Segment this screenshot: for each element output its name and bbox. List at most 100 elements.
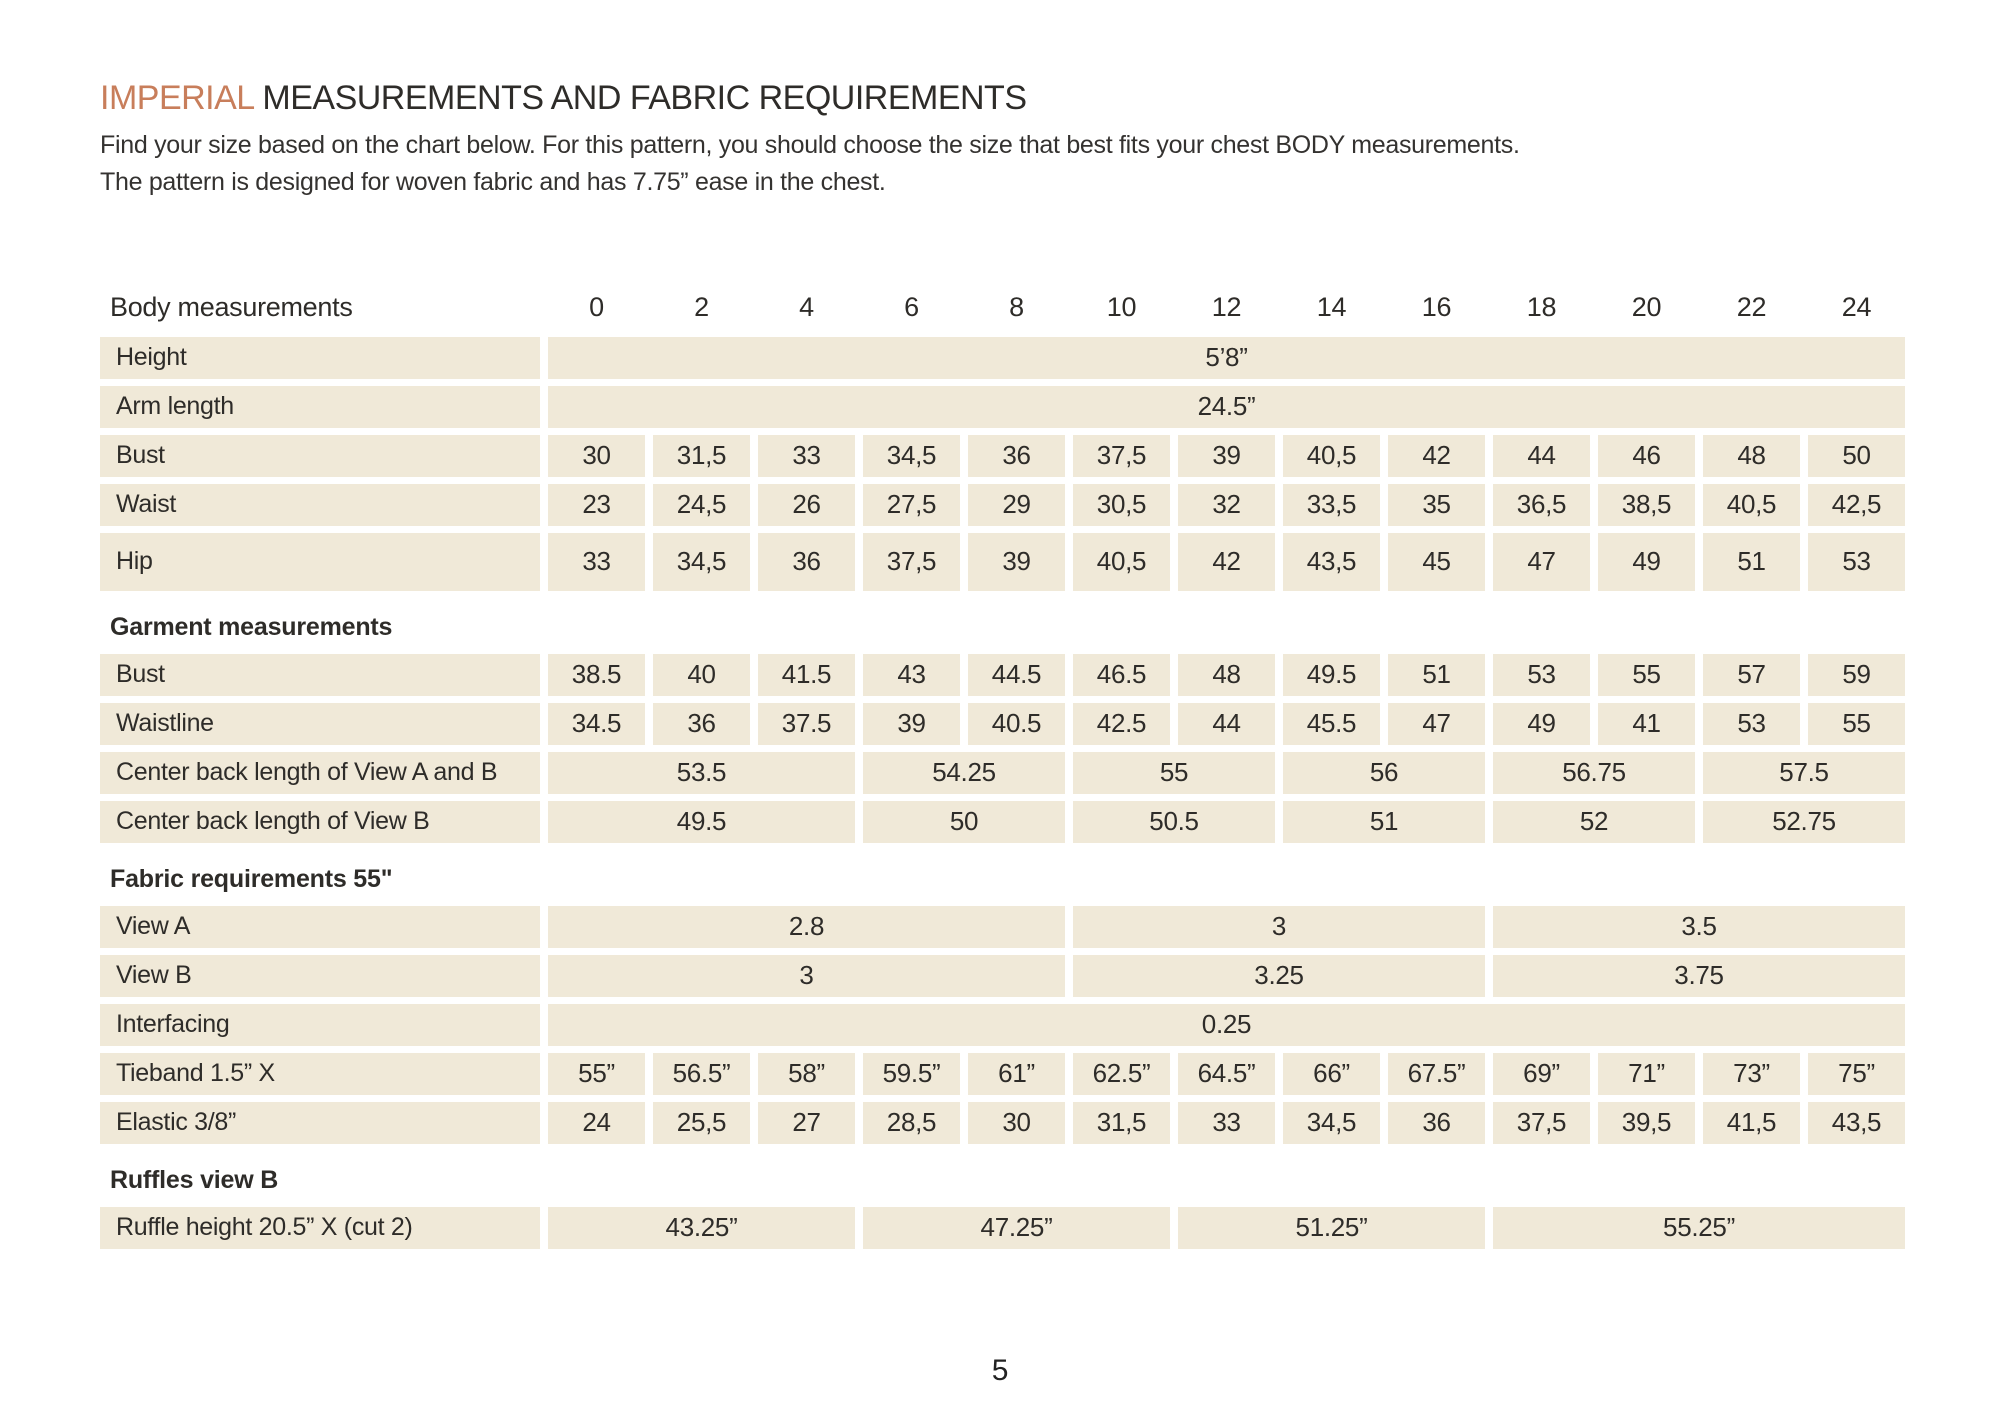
value-cell: 53: [1703, 702, 1800, 745]
row-label: Interfacing: [100, 1003, 540, 1046]
page-number: 5: [991, 1354, 1009, 1387]
table-row: Height 5’8”: [100, 336, 1905, 379]
value-cell: 50: [1808, 434, 1905, 477]
table-row: Arm length 24.5”: [100, 385, 1905, 428]
value-cell: 53.5: [548, 751, 855, 794]
size-column-header: 18: [1526, 292, 1557, 323]
value-cell: 33: [758, 434, 855, 477]
table-header-row: Body measurements 0 2 4 6 8 10 12 14 16 18 20 22 24: [100, 288, 1905, 328]
value-cell: 56.5”: [653, 1052, 750, 1095]
value-cell: 39: [1178, 434, 1275, 477]
value-cell: 24: [548, 1101, 645, 1144]
table-row: Waistline 34.5 36 37.5 39 40.5 42.5 44 45.5 47 49 4…: [100, 702, 1905, 745]
size-column-header: 16: [1421, 292, 1452, 323]
value-cell: 37,5: [1073, 434, 1170, 477]
value-cell: 37,5: [1493, 1101, 1590, 1144]
value-cell: 3.25: [1073, 954, 1485, 997]
value-cell: 51: [1283, 800, 1485, 843]
row-label: Hip: [100, 532, 540, 591]
size-column-header: 14: [1316, 292, 1347, 323]
row-label: View A: [100, 905, 540, 948]
value-cell: 39: [968, 532, 1065, 591]
value-cell: 50.5: [1073, 800, 1275, 843]
value-cell: 33: [548, 532, 645, 591]
value-cell: 56: [1283, 751, 1485, 794]
value-cell: 36: [968, 434, 1065, 477]
row-label: Bust: [100, 434, 540, 477]
value-cell: 3.75: [1493, 954, 1905, 997]
size-column-header: 22: [1736, 292, 1767, 323]
value-cell: 51: [1388, 653, 1485, 696]
value-cell: 55”: [548, 1052, 645, 1095]
value-cell: 53: [1493, 653, 1590, 696]
value-cell: 30: [548, 434, 645, 477]
value-cell: 33: [1178, 1101, 1275, 1144]
value-cell: 45: [1388, 532, 1485, 591]
row-label: Bust: [100, 653, 540, 696]
row-label: Elastic 3/8”: [100, 1101, 540, 1144]
value-cell: 43,5: [1808, 1101, 1905, 1144]
value-cell: 35: [1388, 483, 1485, 526]
value-cell: 43: [863, 653, 960, 696]
value-cell: 33,5: [1283, 483, 1380, 526]
value-cell: 30: [968, 1101, 1065, 1144]
row-label: Waist: [100, 483, 540, 526]
value-cell: 55.25”: [1493, 1206, 1905, 1249]
value-cell: 31,5: [1073, 1101, 1170, 1144]
value-cell: 50: [863, 800, 1065, 843]
section-header: Fabric requirements 55": [110, 864, 393, 893]
value-cell: 49: [1493, 702, 1590, 745]
value-cell: 57: [1703, 653, 1800, 696]
row-label: View B: [100, 954, 540, 997]
value-cell: 55: [1808, 702, 1905, 745]
intro-line-1: Find your size based on the chart below.…: [100, 131, 1520, 160]
value-cell: 48: [1178, 653, 1275, 696]
value-cell: 2.8: [548, 905, 1065, 948]
value-cell: 41,5: [1703, 1101, 1800, 1144]
value-cell: 40,5: [1283, 434, 1380, 477]
value-cell: 3: [1073, 905, 1485, 948]
page: IMPERIAL MEASUREMENTS AND FABRIC REQUIRE…: [100, 79, 2000, 1249]
value-cell: 34.5: [548, 702, 645, 745]
value-cell: 40,5: [1073, 532, 1170, 591]
page-title-accent: IMPERIAL: [100, 79, 254, 117]
value-cell: 43,5: [1283, 532, 1380, 591]
value-cell: 54.25: [863, 751, 1065, 794]
value-cell: 42: [1178, 532, 1275, 591]
table-row: Interfacing 0.25: [100, 1003, 1905, 1046]
value-cell: 25,5: [653, 1101, 750, 1144]
value-cell: 64.5”: [1178, 1052, 1275, 1095]
value-cell: 59.5”: [863, 1052, 960, 1095]
value-cell: 49.5: [1283, 653, 1380, 696]
size-column-header: 20: [1631, 292, 1662, 323]
value-cell: 36,5: [1493, 483, 1590, 526]
table-row: Ruffle height 20.5” X (cut 2) 43.25” 47.25…: [100, 1206, 1905, 1249]
table-row: Hip 33 34,5 36 37,5 39 40,5 42 43,5 45 47 49 51 53: [100, 532, 1905, 591]
value-cell: 46.5: [1073, 653, 1170, 696]
size-column-header: 0: [589, 292, 604, 323]
value-cell: 66”: [1283, 1052, 1380, 1095]
value-cell: 51.25”: [1178, 1206, 1485, 1249]
value-cell: 46: [1598, 434, 1695, 477]
size-table: Body measurements 0 2 4 6 8 10 12 14 16 18 20 22 24 He…: [100, 288, 1905, 1249]
value-cell: 53: [1808, 532, 1905, 591]
page-title-rest: MEASUREMENTS AND FABRIC REQUIREMENTS: [253, 79, 1027, 117]
size-column-header: 6: [904, 292, 919, 323]
value-cell: 34,5: [653, 532, 750, 591]
size-column-header: 4: [799, 292, 814, 323]
value-cell: 62.5”: [1073, 1052, 1170, 1095]
value-cell: 28,5: [863, 1101, 960, 1144]
value-cell: 55: [1598, 653, 1695, 696]
value-cell: 42,5: [1808, 483, 1905, 526]
page-title: IMPERIAL MEASUREMENTS AND FABRIC REQUIRE…: [100, 79, 2000, 117]
row-label: Arm length: [100, 385, 540, 428]
value-cell: 32: [1178, 483, 1275, 526]
table-row: Bust 38.5 40 41.5 43 44.5 46.5 48 49.5 51 53 55 57 59: [100, 653, 1905, 696]
size-column-header: 24: [1841, 292, 1872, 323]
value-cell: 51: [1703, 532, 1800, 591]
value-cell: 38.5: [548, 653, 645, 696]
row-label: Waistline: [100, 702, 540, 745]
value-cell: 52.75: [1703, 800, 1905, 843]
value-cell: 41: [1598, 702, 1695, 745]
intro-line-2: The pattern is designed for woven fabric…: [100, 167, 886, 196]
